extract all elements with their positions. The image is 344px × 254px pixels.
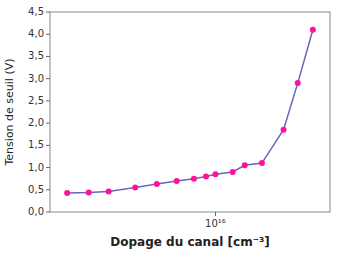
y-tick-label: 0,5 <box>28 184 44 195</box>
y-tick-label: 2,0 <box>28 117 44 128</box>
y-tick <box>46 34 50 35</box>
y-tick-label: 3,5 <box>28 50 44 61</box>
y-tick-label: 4,0 <box>28 28 44 39</box>
chart-container: 0,0 0,5 1,0 1,5 2,0 2,5 3,0 3,5 4,0 4,5 10¹⁶ Dopage… <box>0 0 344 254</box>
point <box>281 127 287 133</box>
y-tick <box>46 12 50 13</box>
point <box>230 169 236 175</box>
x-tick <box>215 212 216 216</box>
y-tick-label: 1,5 <box>28 139 44 150</box>
line <box>67 30 313 193</box>
point <box>203 173 209 179</box>
y-tick <box>46 56 50 57</box>
point <box>86 189 92 195</box>
y-tick-label: 4,5 <box>28 6 44 17</box>
point <box>64 190 70 196</box>
x-tick-label: 10¹⁶ <box>205 218 226 229</box>
y-tick-label: 3,0 <box>28 73 44 84</box>
y-tick <box>46 100 50 101</box>
y-tick <box>46 78 50 79</box>
point <box>212 171 218 177</box>
point <box>295 80 301 86</box>
y-tick <box>46 145 50 146</box>
point <box>132 185 138 191</box>
plot-frame <box>50 12 330 212</box>
y-tick-label: 1,0 <box>28 162 44 173</box>
point <box>191 176 197 182</box>
x-axis-label: Dopage du canal [cm⁻³] <box>110 235 269 249</box>
y-axis-label: Tension de seuil (V) <box>3 58 16 166</box>
point <box>259 160 265 166</box>
point <box>310 27 316 33</box>
chart: 0,0 0,5 1,0 1,5 2,0 2,5 3,0 3,5 4,0 4,5 10¹⁶ Dopage… <box>0 0 344 254</box>
point <box>154 181 160 187</box>
y-tick <box>46 167 50 168</box>
point <box>174 178 180 184</box>
y-tick <box>46 212 50 213</box>
y-tick-label: 2,5 <box>28 95 44 106</box>
plot-area <box>64 27 316 196</box>
point <box>242 162 248 168</box>
y-tick-label: 0,0 <box>28 206 44 217</box>
y-tick <box>46 123 50 124</box>
point <box>106 189 112 195</box>
y-tick <box>46 189 50 190</box>
